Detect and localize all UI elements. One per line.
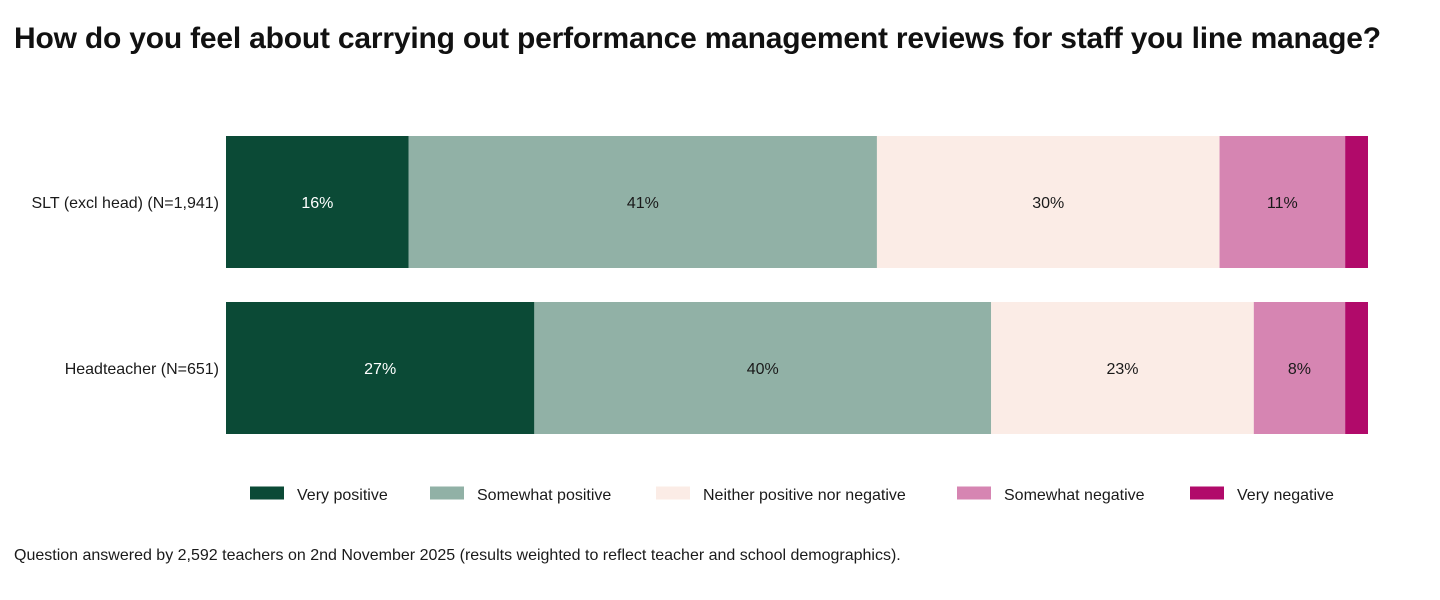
data-label: 40% [747, 361, 779, 378]
bar-segment-very-negative [1345, 136, 1368, 268]
legend-label: Very positive [297, 487, 388, 504]
legend-swatch [250, 486, 284, 500]
data-label: 41% [627, 195, 659, 212]
legend: Very positive Somewhat positive Neither po… [250, 486, 1334, 504]
footnote: Question answered by 2,592 teachers on 2… [14, 547, 901, 564]
data-label: 11% [1267, 195, 1298, 212]
category-label: SLT (excl head) (N=1,941) [32, 195, 220, 212]
bar-segment-very-positive [226, 302, 535, 434]
legend-label: Neither positive nor negative [703, 487, 906, 504]
legend-swatch [430, 486, 464, 500]
bar-segment-neither-positive-nor-negative [991, 302, 1254, 434]
legend-swatch [656, 486, 690, 500]
category-label: Headteacher (N=651) [65, 361, 219, 378]
bar-segment-somewhat-negative [1253, 302, 1346, 434]
bar-segment-neither-positive-nor-negative [876, 136, 1220, 268]
legend-swatch [957, 486, 991, 500]
legend-swatch [1190, 486, 1224, 500]
data-label: 8% [1288, 361, 1311, 378]
legend-label: Somewhat positive [477, 487, 611, 504]
chart-title: How do you feel about carrying out perfo… [14, 22, 1381, 55]
bar-segment-somewhat-positive [408, 136, 877, 268]
legend-label: Somewhat negative [1004, 487, 1145, 504]
bar-segment-very-positive [226, 136, 409, 268]
legend-label: Very negative [1237, 487, 1334, 504]
data-label: 27% [364, 361, 396, 378]
bars-layer: SLT (excl head) (N=1,941) 16% 41% 30% 11% Hea… [32, 136, 1368, 434]
data-label: 16% [301, 195, 333, 212]
bar-segment-very-negative [1345, 302, 1368, 434]
bar-segment-somewhat-negative [1219, 136, 1346, 268]
bar-segment-somewhat-positive [534, 302, 992, 434]
data-label: 30% [1032, 195, 1064, 212]
data-label: 23% [1106, 361, 1138, 378]
